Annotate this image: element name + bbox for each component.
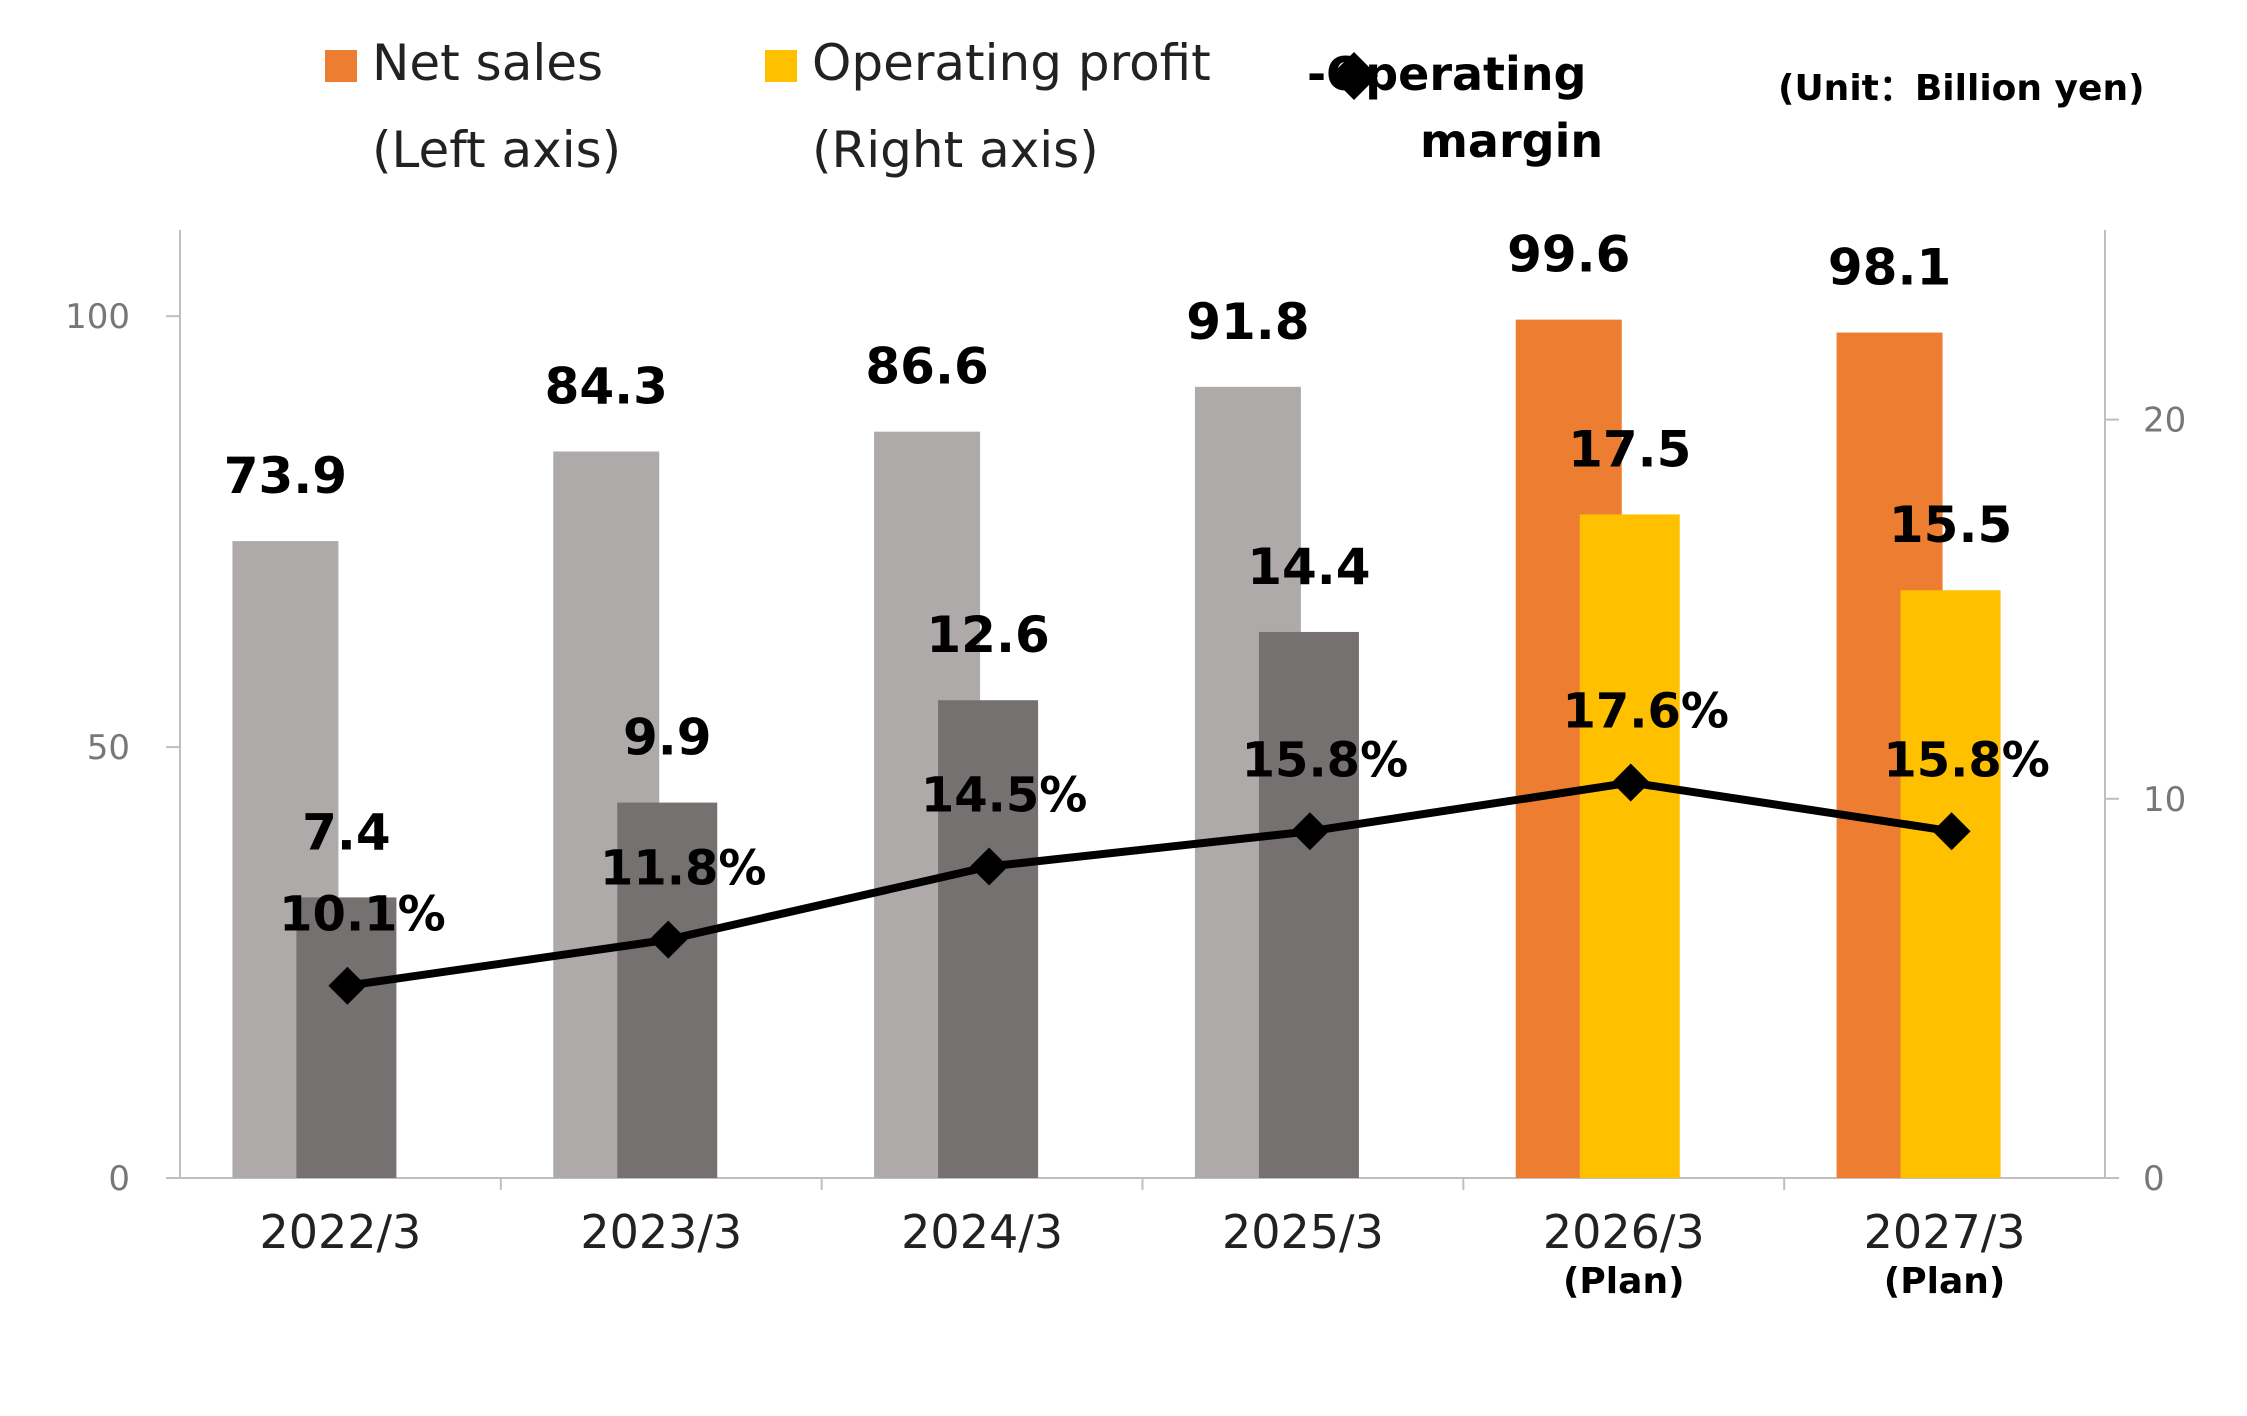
net-sales-value-label: 86.6 [865, 338, 988, 396]
net-sales-value-label: 91.8 [1186, 293, 1309, 351]
legend-op-profit-label: Operating profit [812, 34, 1211, 92]
net-sales-value-label: 73.9 [224, 447, 347, 505]
category-label: 2024/3 [901, 1205, 1063, 1259]
operating-profit-value-label: 14.4 [1247, 538, 1370, 596]
operating-profit-value-label: 17.5 [1568, 420, 1691, 478]
operating-profit-value-label: 9.9 [623, 709, 712, 767]
right-tick-label: 10 [2143, 780, 2186, 820]
operating-margin-value-label: 14.5% [921, 768, 1088, 824]
legend-swatch-net-sales [325, 50, 357, 82]
category-label: 2027/3 [1864, 1205, 2026, 1259]
left-tick-label: 50 [87, 728, 130, 768]
operating-margin-value-label: 11.8% [600, 841, 767, 897]
operating-margin-value-label: 10.1% [279, 887, 446, 943]
bar-operating-profit [296, 897, 397, 1178]
bar-operating-profit [1258, 631, 1359, 1178]
operating-profit-value-label: 7.4 [302, 803, 391, 861]
net-sales-value-label: 84.3 [545, 357, 668, 415]
legend: Net sales (Left axis) Operating profit (… [325, 34, 2145, 179]
right-tick-label: 0 [2143, 1159, 2165, 1199]
operating-margin-marker [1611, 763, 1650, 802]
bar-operating-profit [617, 802, 718, 1178]
operating-margin-marker [328, 966, 367, 1005]
operating-margin-value-label: 15.8% [1883, 732, 2050, 788]
net-sales-value-label: 98.1 [1828, 239, 1951, 297]
margin-line [328, 763, 1971, 1005]
legend-net-sales-label: Net sales [372, 34, 603, 92]
category-note: (Plan) [1884, 1261, 2006, 1302]
operating-profit-value-label: 15.5 [1889, 496, 2012, 554]
legend-swatch-operating-profit [765, 50, 797, 82]
data-labels: 73.9 7.4 84.3 9.9 86.6 12.6 91.8 14.4 99.6 17.5 98… [224, 226, 2050, 943]
legend-net-sales-axis: (Left axis) [372, 121, 621, 179]
bars [232, 319, 2001, 1178]
category-label: 2025/3 [1222, 1205, 1384, 1259]
operating-profit-value-label: 12.6 [926, 606, 1049, 664]
bar-operating-profit [1579, 514, 1680, 1178]
operating-margin-marker [970, 847, 1009, 886]
legend-margin-label-2: margin [1420, 114, 1603, 168]
operating-margin-value-label: 15.8% [1242, 732, 1409, 788]
operating-margin-line [346, 778, 1953, 990]
bar-operating-profit [938, 700, 1039, 1178]
category-label: 2026/3 [1543, 1205, 1705, 1259]
legend-margin-label-1: -Operating [1307, 47, 1586, 101]
left-tick-label: 0 [108, 1159, 130, 1199]
category-label: 2023/3 [580, 1205, 742, 1259]
legend-marker-operating-margin [1330, 52, 1378, 100]
unit-label: (Unit：Billion yen) [1778, 68, 2145, 109]
operating-margin-marker [1932, 812, 1971, 851]
axes: 0 50 100 0 10 20 2022/3 2023/3 2024/3 2025/3 2026/… [65, 230, 2186, 1302]
operating-margin-marker [649, 920, 688, 959]
operating-margin-marker [1290, 812, 1329, 851]
category-note: (Plan) [1563, 1261, 1685, 1302]
operating-margin-value-label: 17.6% [1562, 684, 1729, 740]
net-sales-value-label: 99.6 [1507, 226, 1630, 284]
bar-operating-profit [1900, 590, 2001, 1178]
category-label: 2022/3 [259, 1205, 421, 1259]
right-tick-label: 20 [2143, 401, 2186, 441]
legend-op-profit-axis: (Right axis) [812, 121, 1099, 179]
left-tick-label: 100 [65, 297, 130, 337]
